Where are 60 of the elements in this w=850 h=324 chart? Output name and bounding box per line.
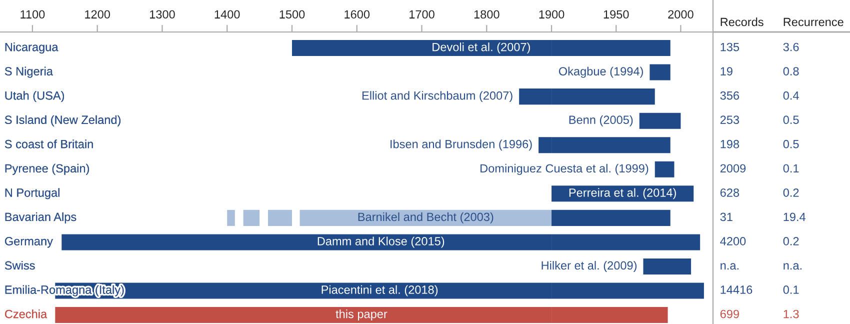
annotation: Perreira et al. (2014) [569, 188, 676, 200]
text: 31 [720, 212, 732, 222]
text: 0.1 [783, 286, 799, 294]
y-tick-label: Pyrenee (Spain) [5, 164, 89, 175]
x-tick-label: 1100 [20, 10, 45, 19]
x-tick-label: 1900 [539, 10, 564, 19]
text: 19 [720, 67, 732, 76]
text: 0.5 [783, 116, 799, 124]
text: n.a. [720, 263, 738, 270]
y-tick-label: Nicaragua [5, 42, 58, 54]
x-tick-label: 2000 [668, 10, 694, 19]
text: 0.8 [783, 67, 799, 76]
x-tick-label: 1400 [214, 10, 240, 19]
x-tick-label: 1300 [150, 10, 175, 19]
text: 135 [720, 42, 740, 52]
y-tick-label: Germany [5, 237, 53, 248]
x-tick-label: 1950 [604, 10, 629, 19]
annotation: Dominiguez Cuesta et al. (1999) [480, 164, 648, 175]
text: n.a. [784, 263, 802, 270]
x-tick-label: 1700 [410, 10, 434, 19]
text: 0.2 [783, 188, 799, 197]
x-tick-label: 1600 [344, 10, 370, 19]
y-tick-label: N Portugal [5, 188, 60, 200]
text: 0.4 [783, 91, 799, 100]
y-tick-label: S Nigeria [4, 66, 53, 78]
text: 14416 [720, 286, 752, 294]
x-tick-label: 1200 [85, 10, 110, 19]
y-tick-label: Czechia [5, 310, 48, 318]
text: 198 [720, 140, 740, 148]
y-tick-label: Swiss [4, 260, 35, 270]
text: 0.1 [783, 164, 799, 173]
text: 628 [720, 188, 740, 197]
text: 19.4 [784, 212, 806, 222]
y-tick-label: Utah (USA) [5, 91, 64, 102]
y-tick-label: S coast of Britain [4, 140, 93, 148]
annotation: Hilker et al. (2009) [542, 260, 637, 272]
text: 4200 [720, 237, 746, 246]
y-tick-label: Bavarian Alps [5, 212, 76, 224]
annotation: Damm and Klose (2015) [318, 236, 444, 248]
x-tick-label: 1500 [280, 10, 305, 19]
text: 2009 [720, 164, 746, 173]
annotation: Benn (2005) [569, 115, 633, 126]
annotation: Elliot and Kirschbaum (2007) [362, 91, 512, 102]
text: 253 [720, 116, 740, 124]
annotation: Ibsen and Brunsden (1996) [390, 140, 532, 151]
text: 3.6 [783, 42, 799, 52]
y-tick-label: S Island (New Zeland) [4, 115, 120, 126]
annotation: this paper [336, 310, 388, 321]
text: 0.5 [783, 140, 799, 148]
x-tick-label: 1800 [474, 10, 500, 19]
text: 356 [720, 91, 740, 100]
text: Recurrence [784, 18, 844, 26]
annotation: Okagbue (1994) [558, 66, 643, 78]
text: 699 [720, 310, 739, 318]
text: 1.3 [784, 310, 799, 318]
annotation: Devoli et al. (2007) [432, 42, 530, 54]
annotation: Barnikel and Becht (2003) [358, 212, 494, 224]
text: Records [720, 18, 764, 26]
text: 0.2 [783, 237, 799, 246]
annotation: Piacentini et al. (2018) [322, 285, 438, 296]
